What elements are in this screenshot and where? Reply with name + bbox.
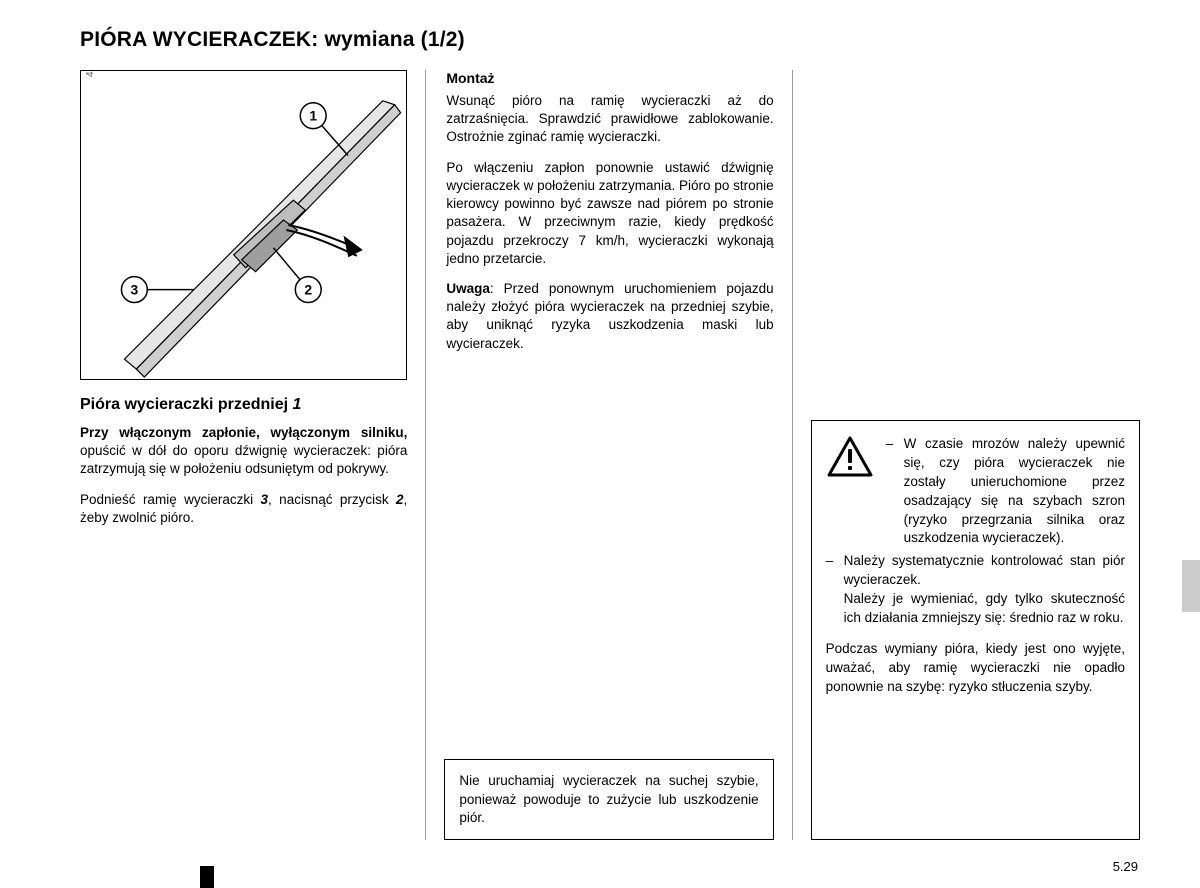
- left-p2-a: Podnieść ramię wycieraczki: [80, 492, 261, 507]
- left-p2-b: , nacisnąć przycisk: [268, 492, 396, 507]
- left-para-1: Przy włączonym zapłonie, wyłączonym siln…: [80, 424, 407, 479]
- wiper-illustration: 1 2 3: [81, 71, 406, 379]
- mid-heading: Montaż: [446, 70, 773, 86]
- warning-icon: [826, 435, 874, 479]
- figure-wiper-blade: 40088: [80, 70, 407, 380]
- left-p2-n1: 3: [261, 492, 269, 507]
- left-p1-bold: Przy włączonym zapłonie, wyłączonym siln…: [80, 425, 407, 440]
- callout-2: 2: [304, 282, 312, 298]
- warn-item-1: W czasie mrozów należy upewnić się, czy …: [904, 435, 1125, 548]
- mid-para-2: Po włączeniu zapłon ponownie ustawić dźw…: [446, 159, 773, 268]
- mid-p3-rest: : Przed ponownym uruchomieniem pojazdu n…: [446, 281, 773, 351]
- figure-id-label: 40088: [85, 70, 96, 77]
- left-para-2: Podnieść ramię wycieraczki 3, nacisnąć p…: [80, 491, 407, 527]
- mid-p3-bold: Uwaga: [446, 281, 490, 296]
- left-subheading-num: 1: [293, 396, 302, 413]
- content-columns: 40088: [80, 70, 1140, 840]
- mid-note-box: Nie uruchamiaj wycieraczek na suchej szy…: [444, 759, 773, 840]
- warning-box: – W czasie mrozów należy upewnić się, cz…: [811, 420, 1140, 840]
- warn-item-2b: Należy je wymieniać, gdy tylko skuteczno…: [844, 591, 1125, 625]
- bullet-dash: –: [886, 435, 896, 548]
- column-middle: Montaż Wsunąć pióro na ramię wycieraczki…: [444, 70, 792, 840]
- callout-3: 3: [131, 282, 139, 298]
- left-subheading: Pióra wycieraczki przedniej 1: [80, 396, 407, 414]
- left-subheading-text: Pióra wycieraczki przedniej: [80, 396, 293, 413]
- footer-mark: [200, 866, 214, 888]
- left-p1-rest: opuścić w dół do oporu dźwignię wycierac…: [80, 443, 407, 476]
- mid-para-3: Uwaga: Przed ponownym uruchomieniem poja…: [446, 280, 773, 353]
- page-number: 5.29: [1113, 859, 1138, 874]
- left-p2-n2: 2: [396, 492, 404, 507]
- page-title: PIÓRA WYCIERACZEK: wymiana (1/2): [80, 28, 1140, 52]
- side-tab: [1182, 560, 1200, 612]
- bullet-dash: –: [826, 552, 836, 628]
- column-right: – W czasie mrozów należy upewnić się, cz…: [811, 70, 1140, 840]
- mid-note-text: Nie uruchamiaj wycieraczek na suchej szy…: [459, 773, 758, 824]
- mid-para-1: Wsunąć pióro na ramię wycieraczki aż do …: [446, 92, 773, 147]
- callout-1: 1: [309, 108, 317, 124]
- warn-item-2a: Należy systematycznie kontrolować stan p…: [844, 553, 1125, 587]
- warn-para: Podczas wymiany pióra, kiedy jest ono wy…: [826, 640, 1125, 697]
- column-left: 40088: [80, 70, 426, 840]
